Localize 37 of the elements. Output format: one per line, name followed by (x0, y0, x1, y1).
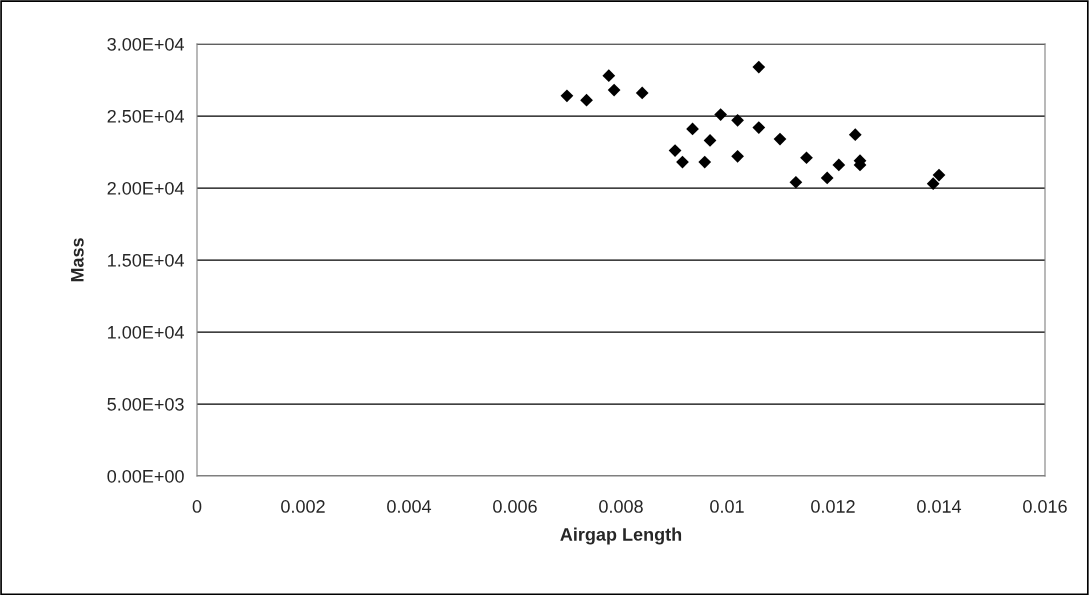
point (832, 158, 846, 172)
point (752, 60, 766, 74)
point (848, 128, 862, 142)
point (752, 121, 766, 134)
point (800, 151, 813, 165)
x-tick-label: 0.014 (917, 500, 962, 513)
x-axis-title: Airgap Length (560, 527, 682, 545)
y-tick-label: 1.00E+04 (108, 325, 184, 339)
point (698, 155, 712, 169)
point (731, 113, 744, 127)
x-tick-label: 0.006 (493, 500, 537, 513)
point (580, 93, 593, 107)
point (635, 86, 649, 100)
y-tick-label: 1.50E+04 (108, 253, 184, 267)
x-tick-label: 0.002 (281, 500, 325, 513)
point (560, 89, 574, 103)
point (714, 108, 728, 121)
x-tick-label: 0.008 (599, 500, 643, 513)
point (731, 149, 744, 163)
x-tick-label: 0 (192, 500, 202, 513)
x-tick-label: 0.004 (387, 500, 432, 513)
y-tick-label: 5.00E+03 (107, 397, 184, 411)
point (820, 171, 834, 185)
x-tick-label: 0.01 (710, 500, 744, 513)
point (773, 132, 787, 146)
y-tick-label: 3.00E+04 (107, 37, 184, 51)
point (926, 177, 940, 191)
y-tick-label: 2.50E+04 (107, 109, 184, 123)
y-axis-title: Mass (71, 238, 84, 282)
y-tick-label: 2.00E+04 (107, 181, 184, 195)
x-tick-label: 0.016 (1023, 500, 1067, 513)
y-tick-label: 0.00E+00 (107, 469, 184, 483)
x-tick-label: 0.012 (811, 500, 855, 513)
point (602, 69, 616, 83)
point (607, 83, 621, 97)
point (789, 175, 803, 189)
point (932, 168, 946, 182)
